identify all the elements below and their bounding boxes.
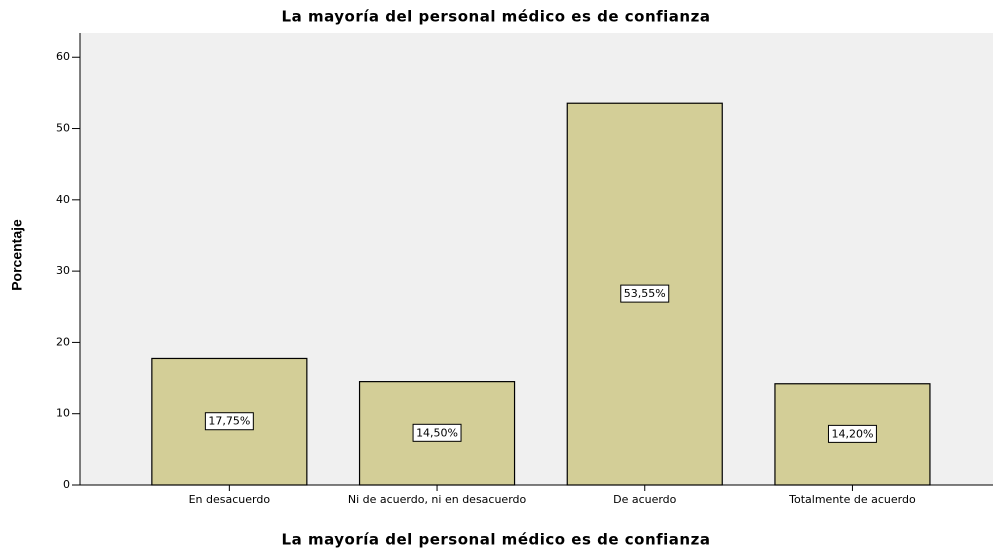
y-tick-label: 50 [56, 122, 70, 135]
y-tick-label: 30 [56, 264, 70, 277]
data-label: 14,50% [416, 426, 458, 439]
x-tick-label: Totalmente de acuerdo [789, 493, 916, 506]
x-tick-label: En desacuerdo [188, 493, 271, 506]
data-label: 53,55% [624, 287, 666, 300]
y-tick-label: 40 [56, 193, 70, 206]
x-tick-label: De acuerdo [613, 493, 677, 506]
y-axis-label: Porcentaje [9, 219, 25, 291]
data-label: 14,20% [831, 427, 873, 440]
data-label: 17,75% [208, 415, 250, 428]
chart-title: La mayoría del personal médico es de con… [282, 8, 711, 26]
data-label-box [412, 423, 462, 442]
y-tick-label: 60 [56, 50, 70, 63]
y-tick-label: 20 [56, 335, 70, 348]
x-axis-label: La mayoría del personal médico es de con… [282, 531, 711, 549]
x-tick-label: Ni de acuerdo, ni en desacuerdo [347, 493, 527, 506]
data-label-box [620, 284, 670, 303]
data-label-box [827, 424, 877, 443]
data-label-box [204, 412, 254, 431]
y-tick-label: 0 [63, 478, 70, 491]
y-tick-label: 10 [56, 407, 70, 420]
